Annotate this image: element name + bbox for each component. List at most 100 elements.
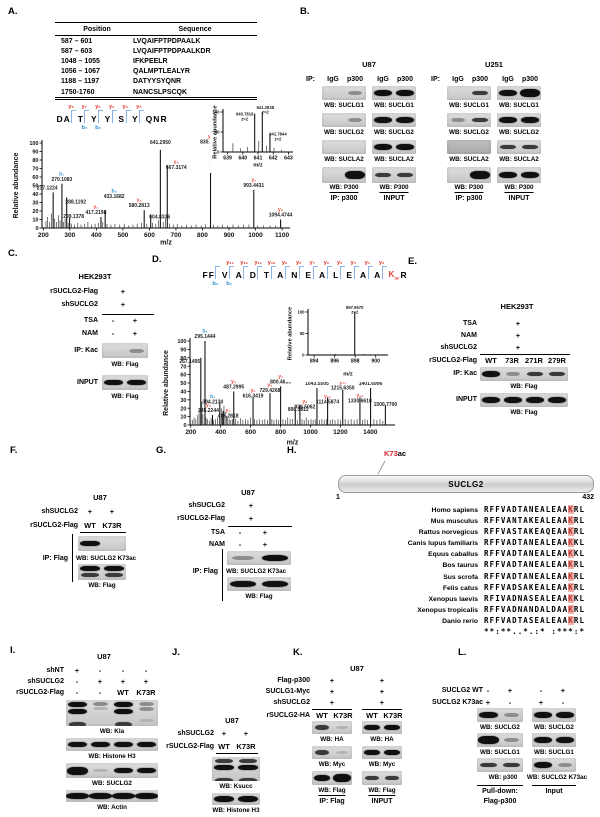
lane — [102, 375, 125, 390]
seq-pre: RFIVADNASEALEAA — [484, 593, 569, 603]
band — [107, 542, 122, 545]
svg-text:80: 80 — [32, 158, 38, 164]
y-ion-tag: y₃ — [364, 259, 371, 266]
lane — [362, 746, 382, 759]
svg-text:y₅: y₅ — [251, 388, 257, 394]
condition-value: - — [144, 666, 148, 675]
panel-letter-f: F. — [10, 445, 18, 456]
svg-text:1400: 1400 — [363, 429, 378, 436]
species-name: Rattus norvegicus — [418, 529, 478, 537]
lane — [362, 721, 382, 734]
panel-letter-i: I. — [10, 645, 16, 656]
lane — [227, 551, 259, 565]
panel-letter-j: J. — [172, 647, 180, 658]
band — [91, 741, 110, 748]
band — [384, 749, 400, 756]
band — [499, 117, 517, 123]
lane — [500, 733, 523, 747]
cell-line-title: U87 — [93, 493, 107, 502]
lane — [546, 393, 568, 407]
condition-value: WT — [117, 688, 129, 697]
condition-value: + — [221, 729, 227, 738]
condition-value: + — [132, 316, 138, 325]
band — [534, 712, 552, 718]
aligned-sequence: RFIVADNASEALEAAKKL — [484, 593, 586, 603]
lane — [382, 771, 402, 785]
band — [128, 348, 145, 353]
wb-blot-ha-ip — [312, 721, 352, 734]
wb-label: WB: Flag — [88, 582, 116, 589]
band — [505, 372, 521, 376]
lane — [102, 564, 126, 580]
svg-text:50: 50 — [300, 331, 305, 336]
species-name: Bos taurus — [442, 562, 478, 570]
wb-blot-suclg2 — [66, 763, 158, 778]
fragment-mark: y₃ — [136, 104, 145, 123]
band — [137, 767, 156, 774]
wb-blot-flag-ip — [312, 771, 352, 785]
lane — [312, 721, 332, 734]
band — [521, 117, 539, 123]
wb-blot-suclg1-input-u87 — [372, 86, 416, 100]
wb-label: WB: Flag — [510, 409, 538, 416]
svg-text:433.1682: 433.1682 — [104, 194, 125, 200]
svg-text:b₂: b₂ — [202, 329, 207, 335]
band — [521, 172, 539, 178]
aligned-sequence: RFFVADTANEALEAAKKL — [484, 549, 586, 559]
residue: A — [235, 270, 242, 280]
cell-position: 1188 – 1197 — [61, 78, 100, 86]
panel-letter-b: B. — [300, 6, 310, 17]
wb-label: WB: SUCLG2 — [374, 129, 414, 136]
lane — [532, 733, 554, 747]
alignment-row: Rattus norvegicus RFFVASTAKEAQEAAKRL — [280, 527, 598, 538]
seq-k73: K — [568, 615, 574, 625]
svg-text:10: 10 — [32, 218, 38, 224]
fragment-mark: b₂ — [212, 265, 221, 287]
panel-i: U87 shNT + - - - shSUCLG2 - + + + rSUCLG… — [8, 640, 170, 817]
band — [314, 775, 330, 781]
y-ion-tag: y₄ — [122, 103, 128, 110]
band — [314, 750, 330, 755]
wb-label: WB: HA — [320, 736, 344, 743]
band — [556, 712, 574, 718]
aligned-sequence: RFFVADSAKEALEAAKRL — [484, 582, 585, 592]
band — [556, 737, 574, 743]
band — [396, 90, 414, 96]
svg-text:1100: 1100 — [275, 232, 289, 239]
band — [239, 758, 257, 763]
lane — [89, 700, 112, 726]
svg-text:345.2244: 345.2244 — [198, 408, 219, 414]
ip-label: IP: Flag — [192, 568, 218, 575]
band — [384, 724, 400, 731]
species-name: Homo sapiens — [431, 507, 478, 514]
seq-post: KL — [573, 593, 586, 603]
condition-value: + — [87, 507, 93, 516]
panel-letter-e: E. — [408, 256, 417, 267]
wb-label: WB: SUCLG2 K73ac — [526, 774, 588, 781]
residue: E — [305, 270, 312, 280]
band — [345, 171, 365, 179]
condition-label: rSUCLG2-Flag — [50, 288, 98, 295]
band — [374, 90, 392, 96]
wb-blot-sucla2-ip-u87 — [322, 140, 366, 154]
lane-header-p300: p300 — [472, 76, 488, 83]
condition-label: TSA — [211, 529, 225, 536]
svg-text:729.4268: 729.4268 — [260, 388, 281, 394]
band — [479, 762, 497, 768]
panel-g: U87 shSUCLG2 + rSUCLG2-Flag + TSA - + NA… — [150, 443, 320, 633]
lane — [332, 746, 352, 759]
seq-post: KL — [573, 549, 586, 559]
condition-value: - — [561, 698, 565, 707]
band — [482, 397, 500, 403]
band — [93, 707, 108, 710]
wb-label: WB: P300 — [329, 184, 359, 193]
band — [314, 725, 330, 730]
condition-value: - — [98, 688, 102, 697]
svg-text:b₄: b₄ — [111, 189, 117, 195]
seq-pre: RFFVADTANEALEAA — [484, 571, 569, 581]
band — [347, 91, 363, 95]
condition-label: SUCLG2 WT — [441, 687, 483, 694]
residue: Q — [145, 114, 153, 124]
svg-text:640: 640 — [238, 156, 247, 162]
